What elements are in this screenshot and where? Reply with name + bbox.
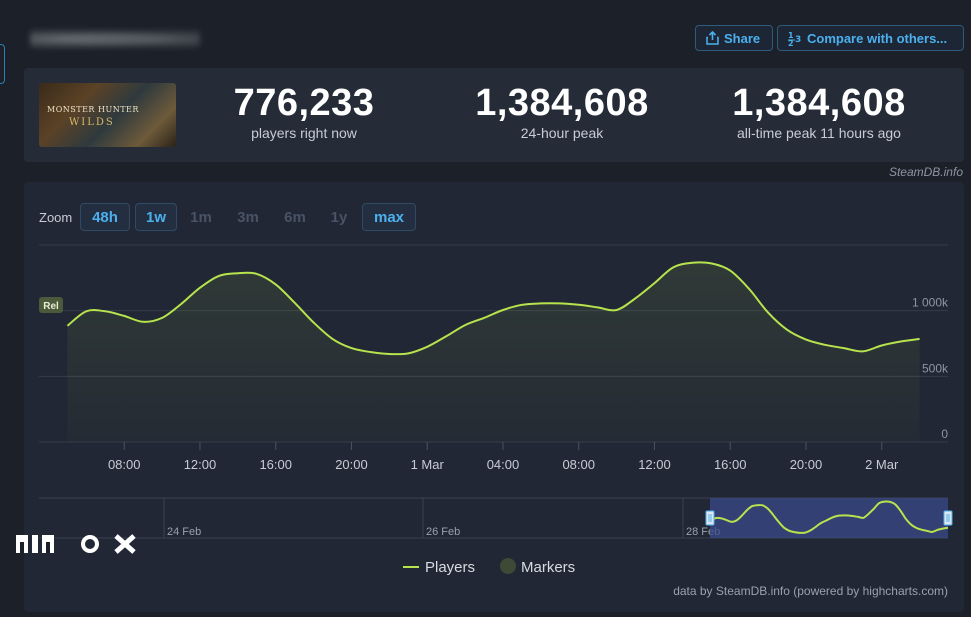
compare-button[interactable]: 1 2 3 Compare with others... — [777, 25, 964, 51]
svg-text:1: 1 — [788, 31, 794, 40]
compare-label: Compare with others... — [807, 30, 948, 46]
zoom-48h-button[interactable]: 48h — [80, 203, 130, 231]
zoom-3m-button[interactable]: 3m — [237, 208, 259, 226]
players-line[interactable] — [66, 261, 920, 356]
legend-item-markers[interactable]: Markers — [500, 558, 575, 576]
zoom-1w-button[interactable]: 1w — [135, 203, 177, 231]
stat-value: 1,384,608 — [732, 82, 906, 124]
navigator-handle-left — [705, 510, 715, 526]
navigator-line — [709, 500, 949, 534]
x-tick-label: 1 Mar — [411, 457, 445, 472]
zoom-6m-button[interactable]: 6m — [284, 208, 306, 226]
compare-icon: 1 2 3 — [788, 30, 802, 46]
share-label: Share — [724, 30, 761, 46]
stat-value: 776,233 — [233, 82, 375, 124]
x-tick-label: 20:00 — [790, 457, 823, 472]
side-panel-toggle[interactable] — [0, 44, 5, 84]
game-image-title: MONSTER HUNTER — [47, 105, 139, 114]
stat-label: 24-hour peak — [520, 125, 604, 141]
zoom-1y-button[interactable]: 1y — [330, 208, 348, 226]
y-tick-label: 1 000k — [912, 296, 949, 310]
navigator-date-label: 26 Feb — [426, 526, 460, 538]
stat-label: players right now — [251, 125, 357, 141]
x-tick-label: 2 Mar — [865, 457, 899, 472]
watermark-logo-fragment — [16, 532, 146, 554]
y-tick-label: 500k — [922, 361, 949, 375]
navigator-date-label: 24 Feb — [167, 526, 201, 538]
x-tick-label: 12:00 — [638, 457, 671, 472]
stat-current-players: 776,233 players right now — [204, 82, 404, 141]
share-icon — [706, 31, 719, 45]
stat-value: 1,384,608 — [475, 82, 649, 124]
zoom-max-button[interactable]: max — [362, 203, 416, 231]
y-axis-labels: 0 500k 1 000k — [912, 296, 949, 441]
x-tick-label: 16:00 — [714, 457, 747, 472]
game-cover-image[interactable]: MONSTER HUNTER WILDS — [39, 83, 176, 147]
zoom-1m-button[interactable]: 1m — [190, 208, 212, 226]
stat-24h-peak: 1,384,608 24-hour peak — [464, 82, 660, 141]
navigator[interactable]: 24 Feb 26 Feb 28 Feb — [39, 497, 953, 539]
rel-marker-label: Rel — [43, 301, 59, 312]
stat-all-time-peak: 1,384,608 all-time peak 11 hours ago — [714, 82, 924, 141]
x-tick-label: 20:00 — [335, 457, 368, 472]
legend-item-players[interactable]: Players — [403, 559, 475, 576]
svg-text:3: 3 — [795, 35, 801, 45]
steamdb-credit[interactable]: SteamDB.info — [888, 165, 963, 179]
legend[interactable]: Players Markers — [403, 558, 575, 576]
x-tick-label: 16:00 — [259, 457, 292, 472]
x-tick-label: 12:00 — [184, 457, 217, 472]
zoom-label: Zoom — [39, 210, 73, 225]
game-image-subtitle: WILDS — [69, 117, 115, 128]
x-tick-label: 08:00 — [562, 457, 595, 472]
stat-label: all-time peak 11 hours ago — [737, 125, 901, 141]
share-button[interactable]: Share — [695, 25, 773, 51]
players-area — [67, 262, 920, 442]
svg-text:2: 2 — [788, 39, 794, 46]
x-tick-label: 08:00 — [108, 457, 141, 472]
x-axis-labels: 08:00 12:00 16:00 20:00 1 Mar 04:00 08:00 12:00… — [108, 442, 899, 472]
y-tick-label: 0 — [941, 427, 948, 441]
navigator-handle-right — [943, 510, 953, 526]
rel-marker[interactable]: Rel — [39, 297, 63, 313]
highcharts-credit[interactable]: data by SteamDB.info (powered by highcha… — [673, 584, 948, 598]
legend-label-markers: Markers — [521, 559, 575, 576]
stats-card: MONSTER HUNTER WILDS 776,233 players rig… — [24, 68, 964, 162]
x-tick-label: 04:00 — [487, 457, 520, 472]
legend-label-players: Players — [425, 559, 475, 576]
page-title-blurred — [30, 26, 200, 52]
